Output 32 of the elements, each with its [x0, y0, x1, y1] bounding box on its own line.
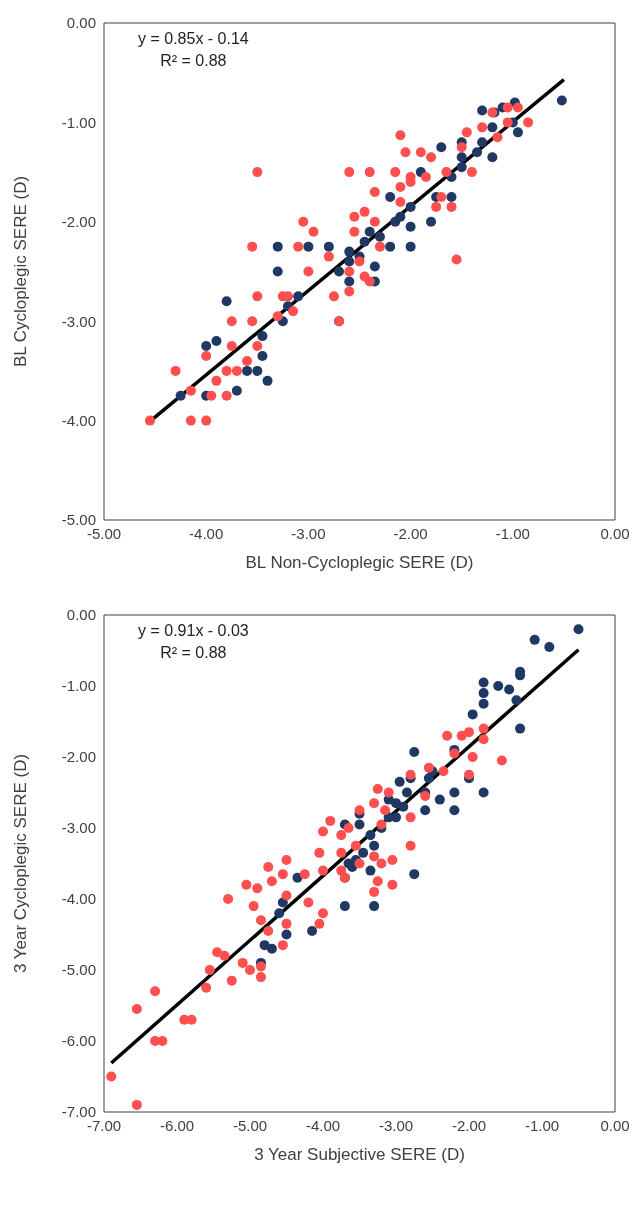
annotation: R² = 0.88 — [159, 643, 228, 663]
y-axis-title: 3 Year Cycloplegic SERE (D) — [11, 753, 31, 974]
y-tick-label: -6.00 — [61, 1032, 96, 1050]
x-tick-label: -1.00 — [524, 1116, 560, 1134]
y-tick-label: -1.00 — [61, 677, 96, 695]
y-tick-label: -2.00 — [61, 748, 96, 766]
x-tick-label: -2.00 — [451, 1116, 487, 1134]
x-tick-label: -2.00 — [393, 524, 428, 542]
y-tick-label: -4.00 — [61, 411, 96, 429]
y-axis-title: BL Cycloplegic SERE (D) — [11, 175, 31, 368]
x-axis-title: 3 Year Subjective SERE (D) — [254, 1145, 465, 1164]
y-tick-label: -1.00 — [61, 113, 96, 131]
x-tick-label: -6.00 — [159, 1116, 195, 1134]
x-tick-label: -3.00 — [378, 1116, 414, 1134]
y-tick-label: -3.00 — [61, 819, 96, 837]
annotation: R² = 0.88 — [159, 51, 228, 71]
x-tick-label: -4.00 — [189, 524, 224, 542]
y-tick-label: 0.00 — [66, 606, 96, 624]
x-tick-label: 0.00 — [600, 1116, 630, 1134]
x-tick-label: 0.00 — [600, 524, 630, 542]
y-tick-label: -5.00 — [61, 961, 96, 979]
x-tick-label: -5.00 — [232, 1116, 268, 1134]
annotation: y = 0.85x - 0.14 — [138, 29, 249, 49]
x-tick-label: -1.00 — [495, 524, 530, 542]
y-tick-label: -2.00 — [61, 213, 96, 231]
x-axis-title: BL Non-Cycloplegic SERE (D) — [245, 553, 474, 572]
y-tick-label: -4.00 — [61, 890, 96, 908]
annotation: y = 0.91x - 0.03 — [138, 621, 249, 641]
x-tick-label: -3.00 — [291, 524, 326, 542]
y-tick-label: -3.00 — [61, 312, 96, 330]
x-tick-label: -4.00 — [305, 1116, 341, 1134]
y-tick-label: 0.00 — [66, 14, 96, 32]
